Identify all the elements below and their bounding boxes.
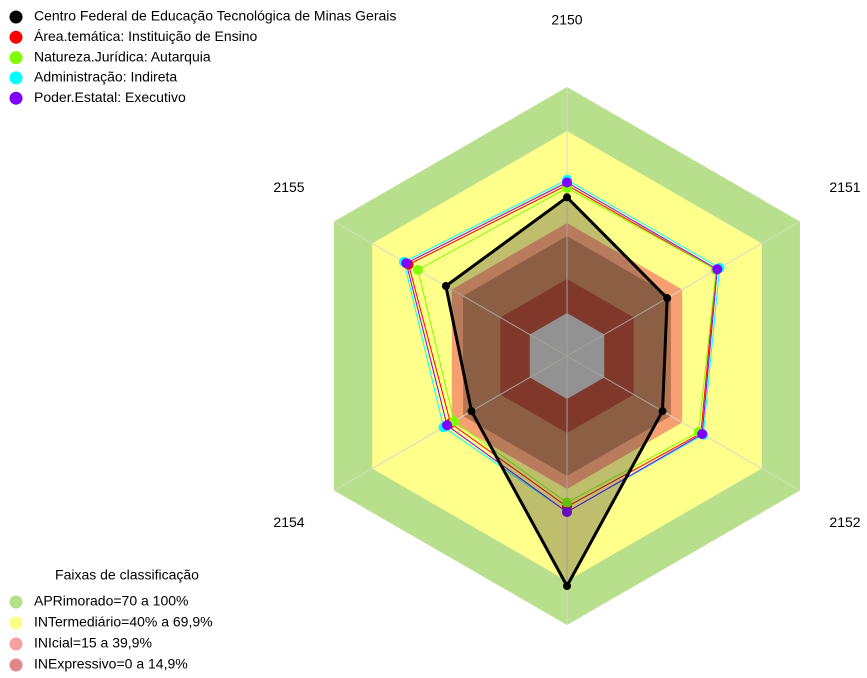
data-point	[412, 264, 423, 275]
axis-label: 2155	[273, 179, 304, 195]
axis-label: 2152	[829, 514, 860, 530]
axis-spoke	[566, 221, 801, 357]
legend-marker	[9, 91, 23, 105]
legend-marker	[9, 30, 23, 44]
axis-spoke	[566, 355, 801, 491]
band-legend-label: INIcial=15 a 39,9%	[34, 635, 152, 651]
legend-marker	[9, 71, 23, 85]
legend-marker	[9, 10, 23, 24]
data-point	[663, 294, 672, 303]
data-point	[562, 507, 572, 518]
data-point	[658, 407, 667, 416]
data-point	[442, 420, 453, 431]
band-legend-label: INExpressivo=0 a 14,9%	[34, 656, 188, 672]
band-legend-marker	[9, 595, 23, 609]
band-legend-marker	[9, 637, 23, 651]
data-point	[467, 407, 476, 416]
axis-label: 2150	[551, 12, 582, 28]
legend-label: Administração: Indireta	[34, 69, 177, 85]
legend-label: Área.temática: Instituição de Ensino	[34, 28, 258, 44]
data-point	[563, 193, 571, 202]
bands-legend-title: Faixas de classificação	[55, 567, 199, 583]
legend-label: Natureza.Jurídica: Autarquia	[34, 48, 211, 64]
data-point	[562, 497, 572, 508]
legend-marker	[9, 51, 23, 65]
axis-spoke	[333, 221, 568, 357]
data-point	[562, 177, 572, 188]
data-point	[401, 258, 412, 269]
band-legend-label: INTermediário=40% a 69,9%	[34, 614, 213, 630]
data-point	[563, 581, 571, 590]
axis-label: 2151	[829, 179, 860, 195]
data-point	[697, 429, 708, 440]
axis-label: 2154	[273, 514, 304, 530]
band-legend-marker	[9, 616, 23, 630]
band-legend-marker	[9, 658, 23, 672]
data-point	[441, 282, 450, 291]
data-point	[712, 264, 723, 275]
band-legend-label: APRimorado=70 a 100%	[34, 593, 189, 609]
legend-label: Centro Federal de Educação Tecnológica d…	[34, 8, 396, 24]
legend-label: Poder.Estatal: Executivo	[34, 89, 186, 105]
